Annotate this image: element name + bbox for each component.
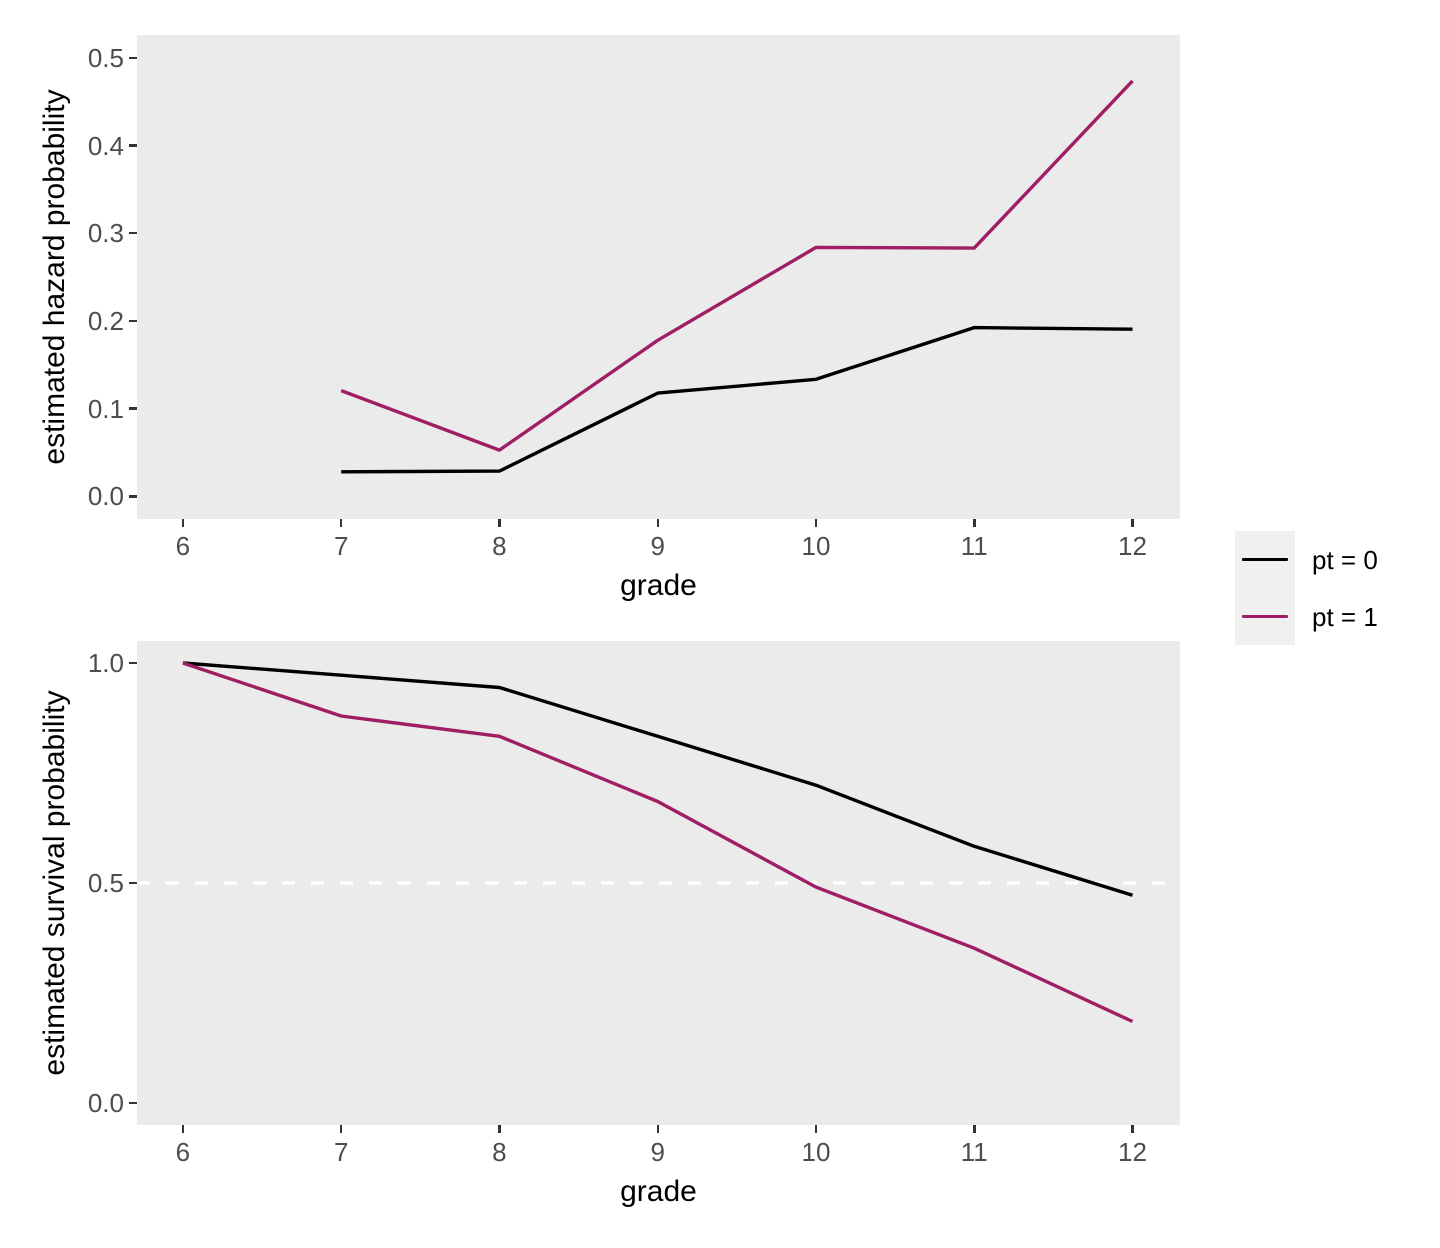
x-tick-mark [1131, 519, 1134, 527]
series-line-pt1 [340, 79, 1134, 452]
y-tick-mark [129, 56, 137, 59]
x-tick-label: 8 [492, 1137, 507, 1167]
x-tick-mark [339, 1125, 343, 1133]
x-tick-mark [498, 1125, 501, 1133]
y-tick-label: 0.5 [87, 42, 124, 73]
y-tick-mark [129, 1101, 137, 1105]
y-tick-label: 0.0 [87, 481, 124, 512]
x-tick-mark [656, 519, 659, 527]
survival-plot-panel [137, 641, 1180, 1125]
y-tick-label: 0.2 [87, 305, 124, 336]
x-tick-label: 7 [333, 531, 349, 561]
x-tick-mark [973, 519, 976, 527]
hazard-y-axis-title: estimated hazard probability [38, 89, 71, 465]
x-tick-mark [814, 1125, 818, 1133]
x-tick-mark [498, 519, 501, 527]
x-tick-label: 6 [175, 531, 191, 561]
x-tick-label: 11 [960, 1137, 988, 1167]
legend-label-pt0: pt = 0 [1312, 545, 1378, 575]
y-tick-mark [129, 495, 137, 498]
x-tick-label: 11 [960, 531, 988, 561]
series-line-pt0 [341, 325, 1133, 474]
y-tick-mark [129, 881, 137, 885]
y-tick-label: 0.3 [87, 218, 124, 249]
legend-key-pt1 [1235, 588, 1295, 645]
y-tick-label: 0.4 [87, 130, 124, 161]
series-line-pt1 [182, 661, 1134, 1024]
y-tick-label: 0.5 [87, 868, 124, 898]
x-tick-mark [973, 1125, 976, 1133]
hazard-lines-svg [340, 79, 1134, 474]
x-tick-mark [656, 1125, 659, 1133]
x-tick-label: 12 [1118, 1137, 1147, 1167]
x-tick-mark [1131, 1125, 1134, 1133]
survival-lines-svg [137, 661, 1180, 1024]
pt1-line-swatch-icon [1242, 615, 1288, 619]
y-tick-label: 0.1 [87, 393, 124, 424]
x-tick-mark [814, 519, 818, 527]
x-tick-label: 9 [650, 1137, 665, 1167]
y-tick-mark [129, 144, 137, 147]
y-tick-mark [129, 319, 137, 323]
pt0-line-swatch-icon [1242, 558, 1288, 562]
y-tick-mark [129, 231, 137, 235]
y-tick-mark [129, 661, 137, 665]
legend-label-pt1: pt = 1 [1312, 602, 1378, 632]
hazard-x-axis-title: grade [620, 569, 697, 602]
legend-key-pt0 [1235, 531, 1295, 588]
x-tick-label: 7 [333, 1137, 349, 1167]
x-tick-label: 9 [650, 531, 665, 561]
x-tick-mark [339, 519, 343, 527]
x-tick-label: 6 [175, 1137, 191, 1167]
x-tick-label: 10 [801, 531, 831, 561]
x-tick-label: 8 [492, 531, 507, 561]
x-tick-mark [181, 1125, 185, 1133]
x-tick-label: 10 [801, 1137, 831, 1167]
series-line-pt0 [182, 661, 1134, 897]
y-tick-label: 0.0 [87, 1088, 124, 1118]
y-tick-label: 1.0 [87, 648, 124, 678]
survival-x-axis-title: grade [620, 1175, 697, 1208]
x-tick-mark [181, 519, 185, 527]
hazard-plot-panel [137, 35, 1180, 519]
x-tick-label: 12 [1118, 531, 1147, 561]
y-tick-mark [129, 407, 137, 410]
